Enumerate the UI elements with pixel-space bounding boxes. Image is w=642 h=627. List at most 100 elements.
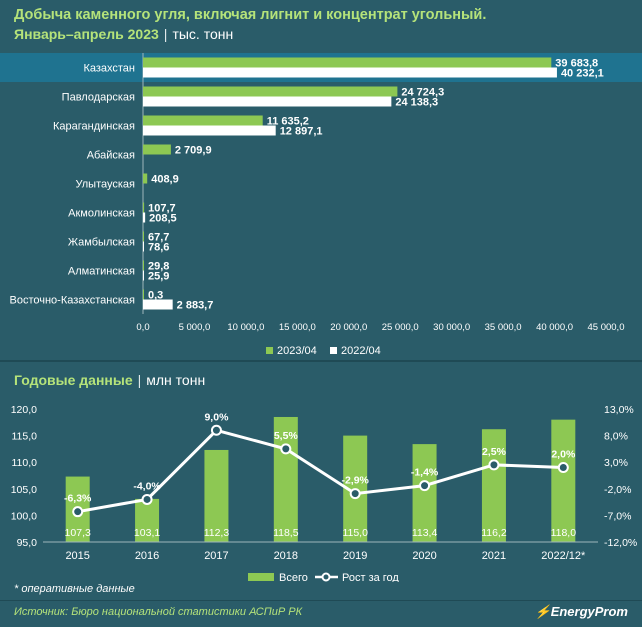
bar-total xyxy=(135,498,160,542)
y-right-tick-label: 13,0% xyxy=(604,404,634,416)
growth-point xyxy=(72,506,84,518)
bar-2023 xyxy=(143,260,144,271)
growth-point xyxy=(557,462,569,474)
growth-point xyxy=(280,443,292,455)
y-right-tick-label: 3,0% xyxy=(604,457,628,469)
growth-label: 5,5% xyxy=(274,430,299,442)
legend-swatch-2023 xyxy=(266,347,273,354)
legend-label-2022: 2022/04 xyxy=(341,345,381,355)
x-category-label: 2018 xyxy=(274,550,298,562)
value-label-2023: 107,7 xyxy=(148,203,176,215)
x-category-label: 2015 xyxy=(65,550,89,562)
growth-label: -6,3% xyxy=(64,493,92,505)
x-tick-label: 35 000,0 xyxy=(485,322,522,333)
y-right-tick-label: 8,0% xyxy=(604,431,628,443)
value-label-2023: 0,3 xyxy=(148,290,163,302)
x-tick-label: 40 000,0 xyxy=(536,322,573,333)
growth-point xyxy=(349,488,361,500)
section-divider xyxy=(0,360,642,362)
bar-value-label: 118,5 xyxy=(273,527,299,539)
x-tick-label: 5 000,0 xyxy=(179,322,211,333)
value-label-2022: 208,5 xyxy=(149,213,177,225)
bar-2023 xyxy=(143,115,263,126)
growth-point xyxy=(210,424,222,436)
lightning-icon: ⚡ xyxy=(534,604,551,619)
category-label: Улытауская xyxy=(76,179,136,191)
annual-bar-line-chart: 95,0 100,0 105,0 110,0 115,0 120,0 -12,0% -7,0%… xyxy=(11,404,638,582)
growth-label: 2,0% xyxy=(551,449,576,461)
regional-bar-chart: Казахстан 39 683,840 232,1 Павлодарская 24 … xyxy=(0,53,642,355)
legend-label-2023: 2023/04 xyxy=(277,345,317,355)
value-label-2022: 12 897,1 xyxy=(280,126,323,138)
legend-marker-growth xyxy=(321,572,331,582)
y-left-tick-label: 100,0 xyxy=(11,510,37,522)
value-label-2022: 24 138,3 xyxy=(395,97,438,109)
bar-2023 xyxy=(143,144,171,155)
bar-total xyxy=(273,416,298,542)
y-left-tick-label: 120,0 xyxy=(11,404,37,416)
y-right-tick-label: -2,0% xyxy=(604,484,631,496)
bar-2022 xyxy=(143,241,144,252)
bar-2022 xyxy=(143,96,392,107)
bar-2023 xyxy=(143,231,144,242)
x-category-label: 2020 xyxy=(412,550,436,562)
x-category-label: 2022/12* xyxy=(541,550,586,562)
growth-label: 2,5% xyxy=(482,446,507,458)
legend-swatch-total xyxy=(248,573,274,581)
value-label-2023: 2 709,9 xyxy=(175,145,212,157)
y-right-tick-label: -7,0% xyxy=(604,510,631,522)
bar-2023 xyxy=(143,202,145,213)
x-tick-label: 45 000,0 xyxy=(588,322,625,333)
bar-value-label: 103,1 xyxy=(134,527,160,539)
growth-label: -4,0% xyxy=(133,480,161,492)
annual-unit: млн тонн xyxy=(146,372,206,388)
bar-total xyxy=(412,444,437,542)
bar-2023 xyxy=(143,173,148,184)
separator: | xyxy=(163,26,168,42)
bar-value-label: 115,0 xyxy=(342,527,368,539)
growth-label: -2,9% xyxy=(341,475,369,487)
legend-label-total: Всего xyxy=(279,572,308,582)
value-label-2022: 2 883,7 xyxy=(177,300,214,312)
value-label-2023: 67,7 xyxy=(148,232,169,244)
category-label: Абайская xyxy=(87,150,135,162)
legend-swatch-2022 xyxy=(330,347,337,354)
growth-point xyxy=(141,493,153,505)
category-label: Казахстан xyxy=(83,63,135,75)
bar-total xyxy=(204,449,229,542)
x-tick-label: 30 000,0 xyxy=(433,322,470,333)
y-left-tick-label: 115,0 xyxy=(12,431,38,443)
bar-value-label: 116,2 xyxy=(481,527,507,539)
unit-label: тыс. тонн xyxy=(172,26,234,42)
chart-title: Добыча каменного угля, включая лигнит и … xyxy=(14,7,487,23)
bar-2022 xyxy=(143,299,173,310)
y-left-tick-label: 105,0 xyxy=(11,484,37,496)
growth-point xyxy=(419,480,431,492)
category-label: Акмолинская xyxy=(68,208,135,220)
value-label-2023: 11 635,2 xyxy=(267,116,309,128)
bar-value-label: 118,0 xyxy=(551,527,577,539)
value-label-2022: 78,6 xyxy=(148,242,169,254)
value-label-2023: 29,8 xyxy=(148,261,169,273)
category-label: Павлодарская xyxy=(62,92,135,104)
bar-2023 xyxy=(143,57,552,68)
bar-value-label: 113,4 xyxy=(412,527,438,539)
y-left-tick-label: 110,0 xyxy=(12,457,38,469)
x-category-label: 2019 xyxy=(343,550,367,562)
bar-2022 xyxy=(143,270,144,281)
growth-label: -1,4% xyxy=(411,467,439,479)
bar-total xyxy=(481,429,506,542)
brand-name: EnergyProm xyxy=(550,604,628,619)
chart-subtitle: Январь–апрель 2023 | тыс. тонн xyxy=(14,26,233,42)
x-tick-label: 0,0 xyxy=(136,322,149,333)
x-category-label: 2016 xyxy=(135,550,159,562)
growth-label: 9,0% xyxy=(204,411,229,423)
bar-2023 xyxy=(143,289,144,300)
bar-total xyxy=(551,419,576,542)
x-category-label: 2017 xyxy=(204,550,228,562)
y-left-tick-label: 95,0 xyxy=(17,537,38,549)
period-label: Январь–апрель 2023 xyxy=(14,26,159,42)
value-label-2022: 40 232,1 xyxy=(561,68,604,80)
bar-value-label: 107,3 xyxy=(65,527,91,539)
y-right-tick-label: -12,0% xyxy=(604,537,637,549)
